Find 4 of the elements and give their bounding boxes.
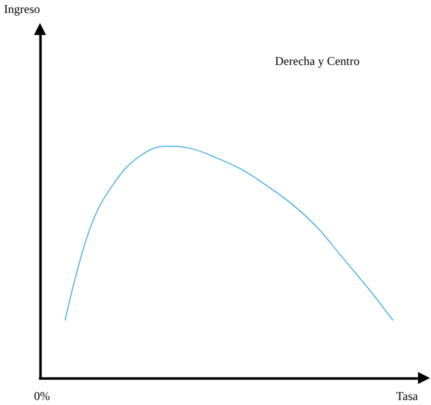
text: Ingreso (4, 2, 40, 16)
text: Derecha y Centro (275, 54, 360, 68)
x-axis-title: Tasa (396, 389, 419, 403)
text: 0% (34, 389, 50, 403)
